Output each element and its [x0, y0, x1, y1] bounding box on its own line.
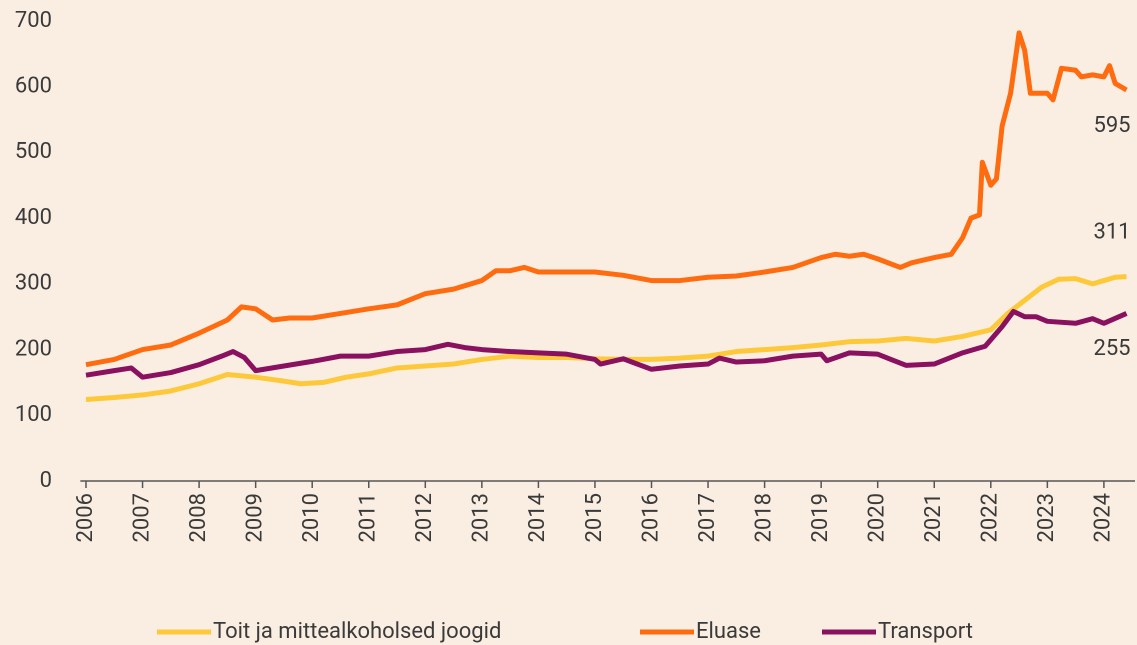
end-label: 595: [1093, 113, 1130, 138]
y-tick-label: 300: [15, 271, 52, 296]
y-tick-label: 400: [15, 205, 52, 230]
legend-label: Eluase: [696, 619, 761, 644]
series-line: [85, 274, 1127, 403]
x-tick-label: 2007: [129, 493, 154, 542]
x-tick-label: 2014: [525, 493, 550, 542]
x-tick-label: 2018: [751, 493, 776, 542]
x-tick-label: 2008: [186, 493, 211, 542]
x-tick-label: 2022: [978, 493, 1003, 542]
x-tick-label: 2006: [73, 493, 98, 542]
x-tick-label: 2020: [865, 493, 890, 542]
series-line: [85, 30, 1128, 368]
y-tick-label: 700: [15, 8, 52, 33]
x-tick-label: 2011: [356, 493, 381, 542]
x-tick-label: 2017: [695, 493, 720, 542]
x-tick-label: 2019: [808, 493, 833, 542]
y-tick-label: 500: [15, 139, 52, 164]
x-tick-label: 2021: [921, 493, 946, 542]
x-tick-label: 2013: [469, 493, 494, 542]
x-tick-label: 2012: [412, 493, 437, 542]
x-tick-label: 2024: [1091, 493, 1116, 542]
x-tick-label: 2009: [242, 493, 267, 542]
legend-label: Transport: [878, 619, 973, 644]
y-tick-label: 100: [15, 402, 52, 427]
y-tick-label: 200: [15, 336, 52, 361]
x-tick-label: 2010: [299, 493, 324, 542]
y-tick-label: 0: [40, 468, 52, 493]
series-line: [85, 308, 1128, 380]
x-tick-label: 2015: [582, 493, 607, 542]
x-tick-label: 2023: [1034, 493, 1059, 542]
end-label: 311: [1093, 219, 1130, 244]
end-label: 255: [1093, 336, 1130, 361]
y-tick-label: 600: [15, 74, 52, 99]
legend-label: Toit ja mittealkoholsed joogid: [213, 619, 501, 644]
x-tick-label: 2016: [638, 493, 663, 542]
